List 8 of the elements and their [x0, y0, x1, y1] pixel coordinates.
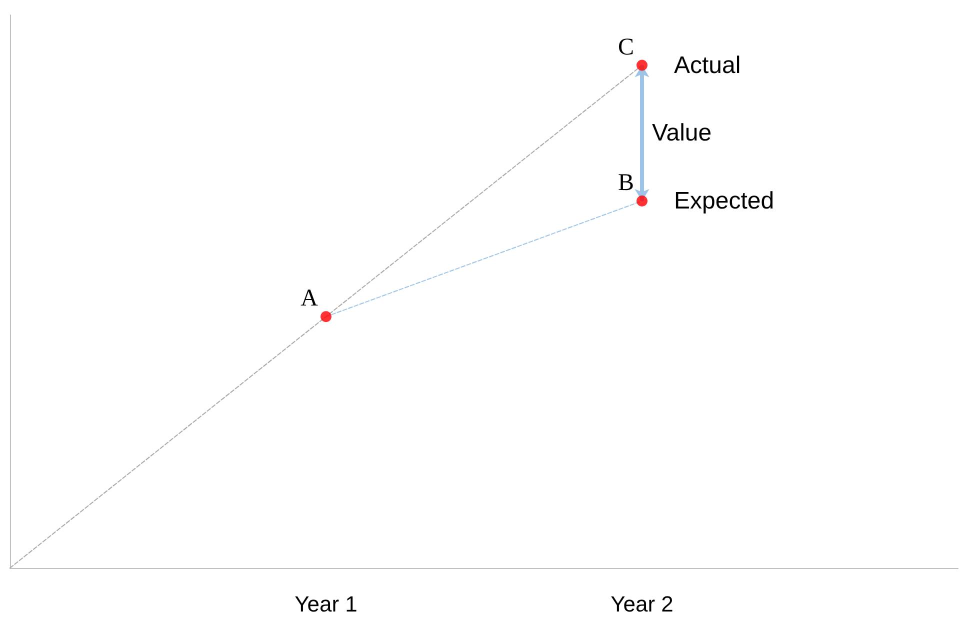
x-tick-label: Year 1: [294, 592, 358, 616]
annotation: A: [300, 286, 319, 312]
annotation: Actual: [674, 52, 741, 79]
x-tick-label: Year 2: [610, 592, 674, 616]
annotation: C: [618, 34, 634, 60]
annotation: B: [618, 170, 634, 196]
annotation: Value: [652, 120, 712, 147]
annotation: Expected: [674, 188, 774, 215]
